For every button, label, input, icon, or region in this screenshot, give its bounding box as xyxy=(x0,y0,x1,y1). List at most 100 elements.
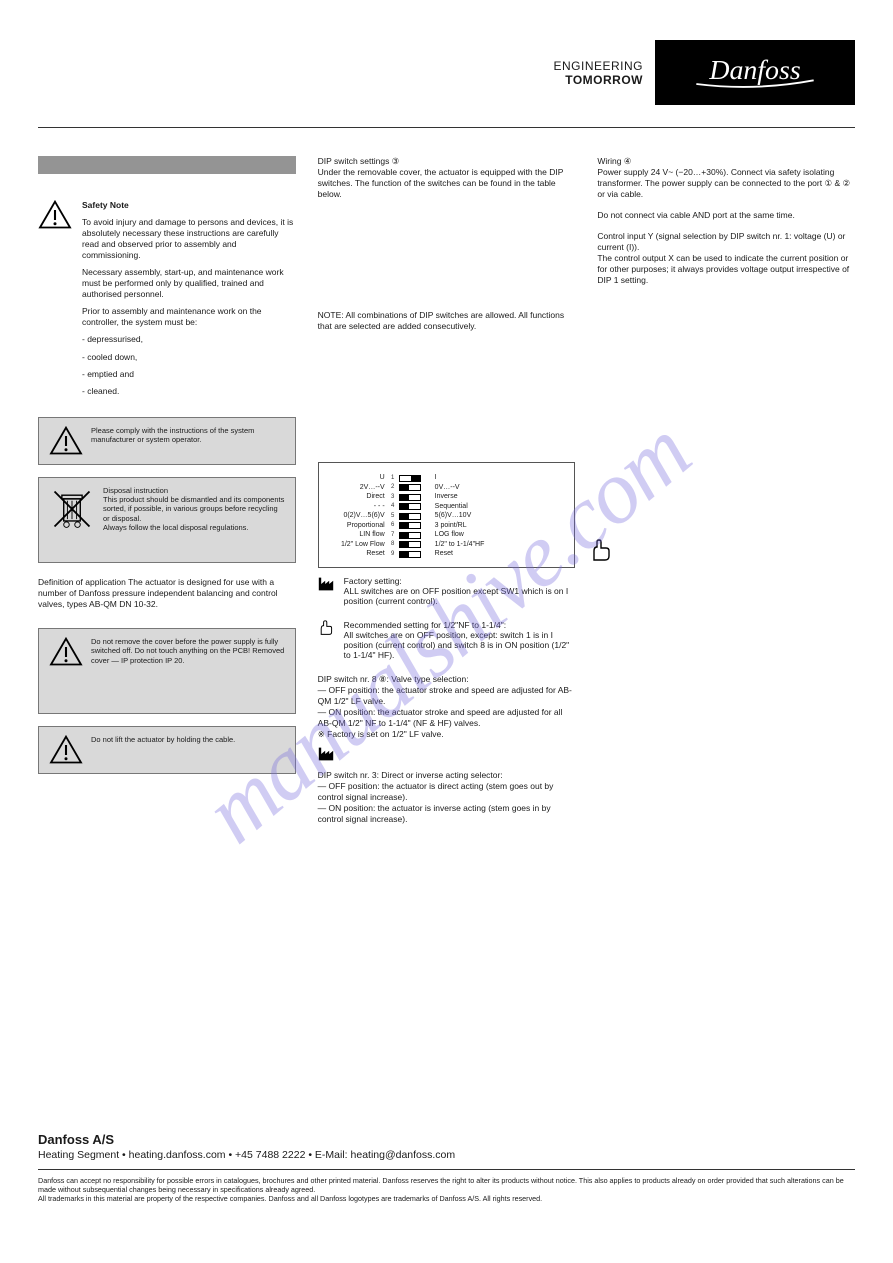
safety-note-block: Safety Note To avoid injury and damage t… xyxy=(38,200,296,403)
dip-row: Reset9 Reset xyxy=(327,549,567,559)
footer-segment: Heating Segment • heating.danfoss.com • … xyxy=(38,1149,855,1161)
dip-right-label: 3 point/RL xyxy=(433,522,493,530)
dip-on-label xyxy=(423,475,431,482)
dip-sw8-text: DIP switch nr. 8 ⑧: Valve type selection… xyxy=(318,674,576,740)
dip-intro: DIP switch settings ③ Under the removabl… xyxy=(318,156,576,200)
dip-number: 3 xyxy=(389,494,397,501)
application-definition: Definition of application The actuator i… xyxy=(38,577,296,610)
warning-box-1-text: Please comply with the instructions of t… xyxy=(91,426,285,445)
dip-row: Direct3 Inverse xyxy=(327,492,567,502)
dip-row: Proportional6 3 point/RL xyxy=(327,521,567,531)
warning-icon xyxy=(38,200,72,230)
column-1: Safety Note To avoid injury and damage t… xyxy=(38,156,296,831)
dip-right-label: LOG flow xyxy=(433,531,493,539)
warning-box-2-text: Do not remove the cover before the power… xyxy=(91,637,285,665)
warning-icon xyxy=(49,735,83,765)
recommended-setting-row: Recommended setting for 1/2"NF to 1-1/4"… xyxy=(318,620,576,660)
dip-switch xyxy=(399,532,421,539)
dip-left-label: Reset xyxy=(327,550,387,558)
dip-row: 0(2)V…5(6)V5 5(6)V…10V xyxy=(327,511,567,521)
dip-right-label: 1/2" to 1-1/4"HF xyxy=(433,541,493,549)
dip-right-label: Inverse xyxy=(433,493,493,501)
wiring-p3: Control input Y (signal selection by DIP… xyxy=(597,231,855,286)
header-rule xyxy=(38,127,855,128)
dip-on-label xyxy=(423,503,431,510)
dip-number: 6 xyxy=(389,522,397,529)
dip-number: 5 xyxy=(389,513,397,520)
dip-left-label: LIN flow xyxy=(327,531,387,539)
dip-right-label: Reset xyxy=(433,550,493,558)
column-3: Wiring ④ Power supply 24 V~ (−20…+30%). … xyxy=(597,156,855,831)
disposal-box-text: Disposal instruction This product should… xyxy=(103,486,285,533)
dip-on-label xyxy=(423,532,431,539)
dip-right-label: Sequential xyxy=(433,503,493,511)
warning-icon xyxy=(49,637,83,667)
dip-left-label: Direct xyxy=(327,493,387,501)
recommended-setting-text: Recommended setting for 1/2"NF to 1-1/4"… xyxy=(344,620,576,660)
tagline-line1: ENGINEERING xyxy=(553,59,643,73)
factory-sw8-row xyxy=(318,746,576,762)
dip-number: 9 xyxy=(389,551,397,558)
dip-number: 1 xyxy=(389,475,397,482)
danfoss-logo-icon: Danfoss xyxy=(675,51,835,95)
dip-row: U1 I xyxy=(327,473,567,483)
factory-setting-row: Factory setting: ALL switches are on OFF… xyxy=(318,576,576,606)
hand-point-icon xyxy=(589,538,613,562)
page-header: ENGINEERING TOMORROW Danfoss xyxy=(553,40,855,105)
svg-text:Danfoss: Danfoss xyxy=(708,54,800,85)
warning-icon xyxy=(49,426,83,456)
factory-setting-text: Factory setting: ALL switches are on OFF… xyxy=(344,576,576,606)
footer-rule xyxy=(38,1169,855,1170)
dip-row: 1/2" Low Flow8 1/2" to 1-1/4"HF xyxy=(327,540,567,550)
dip-left-label: 2V…--V xyxy=(327,484,387,492)
crossed-bin-icon xyxy=(49,486,95,532)
footer-company: Danfoss A/S xyxy=(38,1132,855,1147)
dip-right-label: 5(6)V…10V xyxy=(433,512,493,520)
warning-box-3-text: Do not lift the actuator by holding the … xyxy=(91,735,285,744)
safety-note-text: Safety Note To avoid injury and damage t… xyxy=(82,200,296,403)
dip-right-label: I xyxy=(433,474,493,482)
dip-switch xyxy=(399,484,421,491)
warning-box-3: Do not lift the actuator by holding the … xyxy=(38,726,296,774)
dip-on-label xyxy=(423,484,431,491)
dip-number: 8 xyxy=(389,541,397,548)
dip-switch xyxy=(399,541,421,548)
dip-row: 2V…--V2 0V…--V xyxy=(327,483,567,493)
brand-logo: Danfoss xyxy=(655,40,855,105)
dip-on-label xyxy=(423,513,431,520)
dip-row: LIN flow7 LOG flow xyxy=(327,530,567,540)
dip-right-label: 0V…--V xyxy=(433,484,493,492)
dip-left-label: Proportional xyxy=(327,522,387,530)
warning-box-1: Please comply with the instructions of t… xyxy=(38,417,296,465)
brand-tagline: ENGINEERING TOMORROW xyxy=(553,59,643,87)
dip-switch xyxy=(399,475,421,482)
dip-note: NOTE: All combinations of DIP switches a… xyxy=(318,310,576,332)
dip-number: 4 xyxy=(389,503,397,510)
dip-switch-diagram: U1 I2V…--V2 0V…--VDirect3 Inverse- - -4 … xyxy=(318,462,576,568)
section-grey-bar xyxy=(38,156,296,174)
wiring-p2: Do not connect via cable AND port at the… xyxy=(597,210,855,221)
dip-row: - - -4 Sequential xyxy=(327,502,567,512)
dip-number: 7 xyxy=(389,532,397,539)
dip-switch xyxy=(399,494,421,501)
dip-sw3-text: DIP switch nr. 3: Direct or inverse acti… xyxy=(318,770,576,825)
dip-switch xyxy=(399,551,421,558)
dip-left-label: 0(2)V…5(6)V xyxy=(327,512,387,520)
dip-on-label xyxy=(423,541,431,548)
dip-left-label: - - - xyxy=(327,503,387,511)
page-footer: Danfoss A/S Heating Segment • heating.da… xyxy=(38,1132,855,1203)
disposal-box: Disposal instruction This product should… xyxy=(38,477,296,563)
dip-switch xyxy=(399,513,421,520)
tagline-line2: TOMORROW xyxy=(553,73,643,87)
footer-legal: Danfoss can accept no responsibility for… xyxy=(38,1176,855,1203)
warning-box-2: Do not remove the cover before the power… xyxy=(38,628,296,714)
dip-left-label: 1/2" Low Flow xyxy=(327,541,387,549)
factory-icon xyxy=(318,576,334,592)
hand-point-icon xyxy=(318,620,334,636)
dip-switch xyxy=(399,522,421,529)
dip-on-label xyxy=(423,522,431,529)
dip-number: 2 xyxy=(389,484,397,491)
dip-on-label xyxy=(423,494,431,501)
factory-icon xyxy=(318,746,334,762)
wiring-p1: Wiring ④ Power supply 24 V~ (−20…+30%). … xyxy=(597,156,855,200)
